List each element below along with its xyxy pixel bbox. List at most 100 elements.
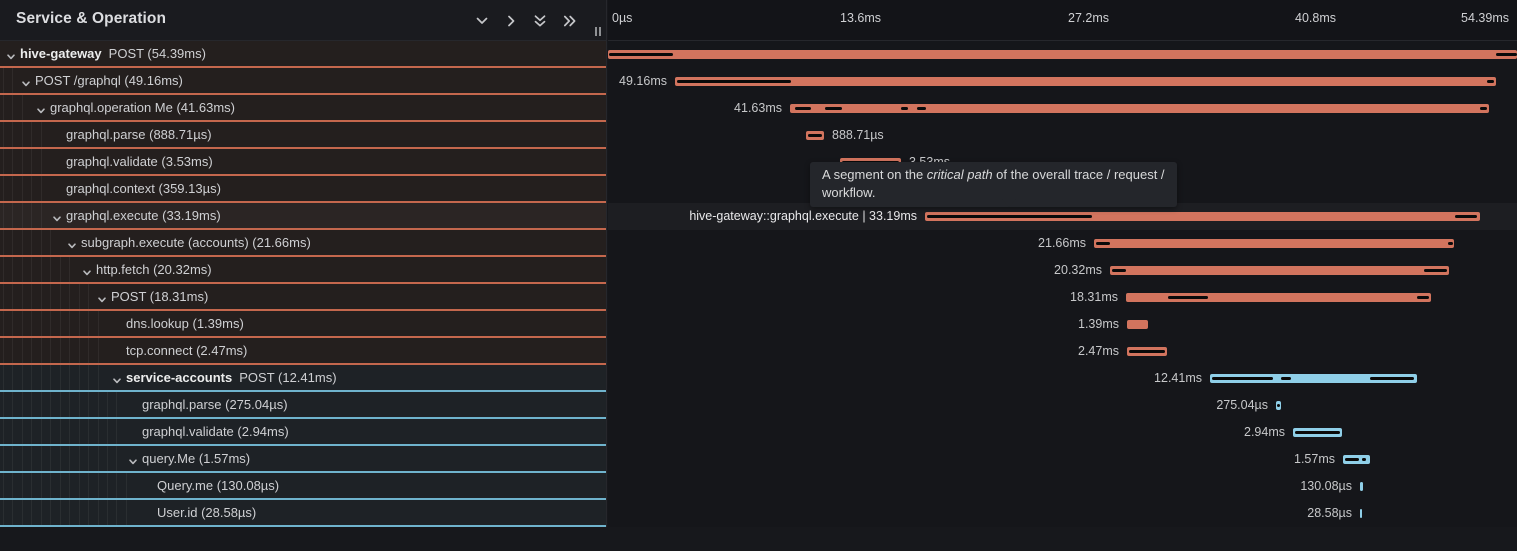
span-bar-row: 2.47ms [608,338,1517,365]
span-row-graphql.parse[interactable]: graphql.parse (888.71µs) [0,122,606,149]
span-duration-label: 21.66ms [1038,236,1086,250]
span-bar[interactable] [1360,509,1362,518]
critical-path-segment[interactable] [1277,404,1280,407]
critical-path-segment[interactable] [808,134,822,137]
chevron-down-icon[interactable] [36,103,46,121]
critical-path-segment[interactable] [1370,377,1414,380]
span-row-User.id[interactable]: User.id (28.58µs) [0,500,606,527]
critical-path-segment[interactable] [1281,377,1291,380]
critical-path-segment[interactable] [609,53,673,56]
critical-path-segment[interactable] [1096,242,1110,245]
span-bar[interactable] [1360,482,1363,491]
indent-guide [97,473,99,498]
indent-guide [31,176,33,201]
critical-path-segment[interactable] [1345,458,1359,461]
indent-guide [3,446,4,471]
critical-path-segment[interactable] [1417,296,1429,299]
critical-path-segment[interactable] [1448,242,1453,245]
critical-path-segment[interactable] [825,107,842,110]
chevron-down-icon[interactable] [82,265,92,283]
span-row-tcp.connect[interactable]: tcp.connect (2.47ms) [0,338,606,365]
critical-path-segment[interactable] [917,107,926,110]
span-row-graphql.operation[interactable]: graphql.operation Me (41.63ms) [0,95,606,122]
critical-path-segment[interactable] [1487,80,1494,83]
span-bar[interactable] [1127,320,1148,329]
indent-guide [40,419,42,444]
chevron-down-icon[interactable] [128,454,138,472]
panel-title: Service & Operation [16,10,167,27]
critical-path-segment[interactable] [1496,53,1517,56]
span-name: graphql.validate (2.94ms) [142,424,289,439]
span-bar-row: 41.63ms [608,95,1517,122]
critical-path-segment[interactable] [901,107,908,110]
indent-guide [3,338,4,363]
indent-guide [21,203,23,228]
span-row-subgraph.execute[interactable]: subgraph.execute (accounts) (21.66ms) [0,230,606,257]
critical-path-segment[interactable] [795,107,811,110]
indent-guide [12,257,14,282]
critical-path-segment[interactable] [1129,350,1165,353]
span-row-POST[interactable]: POST (18.31ms) [0,284,606,311]
span-row-graphql.execute[interactable]: graphql.execute (33.19ms) [0,203,606,230]
span-row-graphql.context[interactable]: graphql.context (359.13µs) [0,176,606,203]
double-chevron-down-icon[interactable] [530,11,549,30]
span-name: graphql.operation Me (41.63ms) [50,100,235,115]
span-duration-label: 20.32ms [1054,263,1102,277]
span-row-Query.me[interactable]: Query.me (130.08µs) [0,473,606,500]
span-bar[interactable] [1110,266,1449,275]
critical-path-segment[interactable] [1212,377,1273,380]
panel-splitter-handle[interactable] [594,27,602,36]
indent-guide [21,500,23,525]
critical-path-segment[interactable] [1424,269,1447,272]
span-bar-row: 49.16ms [608,68,1517,95]
span-bar[interactable] [925,212,1480,221]
indent-guide [78,392,80,417]
indent-guide [40,122,42,147]
span-name: User.id (28.58µs) [157,505,257,520]
span-bar[interactable] [608,50,1517,59]
span-row-graphql.parse[interactable]: graphql.parse (275.04µs) [0,392,606,419]
indent-guide [31,257,33,282]
chevron-right-icon[interactable] [501,11,520,30]
chevron-down-icon[interactable] [67,238,77,256]
critical-path-segment[interactable] [1455,215,1477,218]
span-row-query.Me[interactable]: query.Me (1.57ms) [0,446,606,473]
indent-guide [31,149,33,174]
indent-guide [50,392,52,417]
indent-guide [21,257,23,282]
span-row-dns.lookup[interactable]: dns.lookup (1.39ms) [0,311,606,338]
span-bar-row: 130.08µs [608,473,1517,500]
span-bar[interactable] [790,104,1489,113]
chevron-down-icon[interactable] [112,373,122,391]
critical-path-segment[interactable] [1480,107,1487,110]
span-bar[interactable] [675,77,1496,86]
chevron-down-icon[interactable] [6,49,16,67]
span-bar[interactable] [1094,239,1454,248]
span-row-graphql.validate[interactable]: graphql.validate (2.94ms) [0,419,606,446]
critical-path-segment[interactable] [1112,269,1126,272]
chevron-down-icon[interactable] [52,211,62,229]
indent-guide [50,311,52,336]
span-bar[interactable] [1210,374,1417,383]
indent-guide [116,473,118,498]
critical-path-segment[interactable] [1168,296,1208,299]
span-bar[interactable] [1126,293,1431,302]
indent-guide [40,473,42,498]
critical-path-segment[interactable] [927,215,1092,218]
chevron-down-icon[interactable] [21,76,31,94]
span-row-graphql.validate[interactable]: graphql.validate (3.53ms) [0,149,606,176]
span-row-http.fetch[interactable]: http.fetch (20.32ms) [0,257,606,284]
span-row-service-accounts-POST[interactable]: service-accounts POST (12.41ms) [0,365,606,392]
span-row-hive-gateway-POST[interactable]: hive-gateway POST (54.39ms) [0,41,606,68]
critical-path-segment[interactable] [677,80,791,83]
critical-path-segment[interactable] [1362,458,1366,461]
indent-guide [50,257,52,282]
chevron-down-icon[interactable] [97,292,107,310]
indent-guide [3,311,4,336]
chevron-down-icon[interactable] [472,11,491,30]
indent-guide [50,284,52,309]
critical-path-segment[interactable] [1295,431,1340,434]
double-chevron-right-icon[interactable] [559,11,578,30]
span-row-POST[interactable]: POST /graphql (49.16ms) [0,68,606,95]
